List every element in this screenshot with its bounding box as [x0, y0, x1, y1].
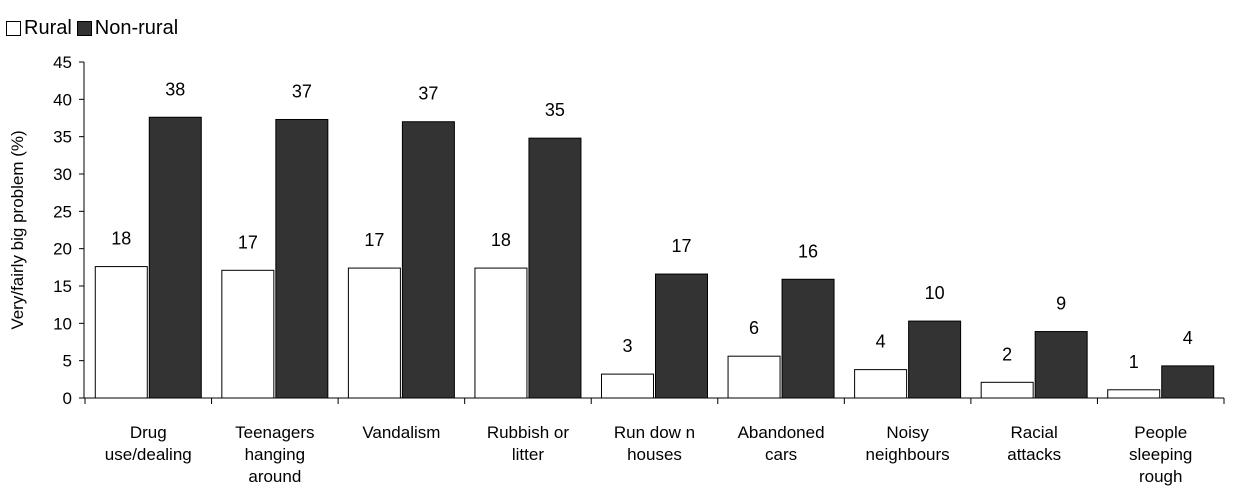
y-tick-label: 45: [53, 53, 72, 72]
x-tick-label-line: People: [1134, 423, 1187, 442]
legend-label-rural: Rural: [24, 16, 72, 39]
legend-swatch-rural: [6, 20, 21, 36]
y-tick-label: 5: [63, 352, 72, 371]
y-tick-label: 10: [53, 314, 72, 333]
data-label-nonrural: 38: [165, 79, 185, 99]
data-label-nonrural: 37: [418, 84, 438, 104]
data-label-nonrural: 35: [545, 100, 565, 120]
data-label-rural: 18: [491, 230, 511, 250]
bar-rural: [347, 267, 401, 399]
legend-swatch-nonrural: [76, 20, 92, 36]
bar-rural: [601, 373, 654, 399]
legend-item-nonrural: Non-rural: [76, 16, 179, 40]
y-tick-label: 35: [53, 128, 72, 147]
y-tick-label: 20: [53, 240, 72, 259]
data-label-rural: 2: [1002, 344, 1012, 364]
bar-nonrural: [401, 121, 455, 399]
data-label-rural: 1: [1129, 352, 1139, 372]
data-label-nonrural: 4: [1183, 328, 1193, 348]
y-tick-label: 25: [53, 202, 72, 221]
x-tick-label: Run dow n houses: [614, 423, 695, 464]
bar-rural: [221, 269, 275, 399]
bar-nonrural: [148, 116, 202, 399]
bar-nonrural: [781, 278, 835, 399]
x-tick-label-line: Run dow n: [614, 423, 695, 442]
x-tick-label-line: sleeping: [1129, 445, 1192, 464]
x-tick-label-line: hanging: [245, 445, 306, 464]
y-axis-title: Very/fairly big problem (%): [8, 130, 27, 329]
data-label-rural: 4: [876, 332, 886, 352]
chart-legend: Rural Non-rural: [6, 15, 180, 41]
x-tick-label: Teenagers hanging around: [235, 423, 314, 486]
data-label-rural: 3: [622, 336, 632, 356]
y-tick-label: 40: [53, 90, 72, 109]
x-tick-label-line: neighbours: [866, 445, 950, 464]
x-tick-label-line: Abandoned: [738, 423, 825, 442]
x-tick-label-line: Vandalism: [362, 423, 440, 442]
legend-label-nonrural: Non-rural: [94, 16, 179, 39]
x-tick-label-line: litter: [512, 445, 544, 464]
x-tick-label-line: Rubbish or: [487, 423, 570, 442]
data-label-nonrural: 37: [292, 81, 312, 101]
bar-rural: [727, 355, 781, 399]
y-tick-label: 30: [53, 165, 72, 184]
x-tick-label: Racial attacks: [1007, 423, 1061, 464]
data-label-rural: 17: [238, 232, 258, 252]
x-tick-label-line: Teenagers: [235, 423, 314, 442]
bar-rural: [854, 369, 908, 399]
bar-rural: [1107, 389, 1161, 399]
y-tick-label: 15: [53, 277, 72, 296]
data-label-nonrural: 10: [925, 283, 945, 303]
bar-nonrural: [528, 137, 582, 399]
data-label-nonrural: 16: [798, 241, 818, 261]
bar-rural: [94, 266, 148, 399]
x-tick-label-line: rough: [1139, 467, 1182, 486]
bar-rural: [474, 267, 528, 399]
bar-nonrural: [1034, 331, 1088, 399]
bar-nonrural: [275, 118, 329, 399]
data-label-rural: 17: [364, 230, 384, 250]
x-tick-label: Drug use/dealing: [105, 423, 192, 464]
x-tick-label: Abandoned cars: [738, 423, 825, 464]
x-tick-label-line: Racial: [1011, 423, 1058, 442]
x-tick-label-line: around: [248, 467, 301, 486]
x-tick-label-line: use/dealing: [105, 445, 192, 464]
bar-rural: [980, 381, 1034, 399]
data-label-rural: 6: [749, 318, 759, 338]
data-label-rural: 18: [111, 229, 131, 249]
x-tick-label: Noisy neighbours: [866, 423, 950, 464]
data-label-nonrural: 9: [1056, 294, 1066, 314]
x-tick-label: Vandalism: [362, 423, 440, 442]
bar-nonrural: [1161, 365, 1215, 399]
legend-item-rural: Rural: [6, 17, 72, 40]
bar-nonrural: [908, 320, 962, 399]
x-tick-label: Rubbish or litter: [487, 423, 570, 464]
data-label-nonrural: 17: [671, 236, 691, 256]
x-tick-label-line: cars: [765, 445, 797, 464]
bar-nonrural: [655, 273, 708, 399]
y-tick-label: 0: [63, 389, 72, 408]
x-tick-label-line: houses: [627, 445, 682, 464]
x-tick-label-line: Drug: [130, 423, 167, 442]
x-tick-label: People sleeping rough: [1129, 423, 1192, 486]
x-tick-label-line: attacks: [1007, 445, 1061, 464]
x-tick-label-line: Noisy: [886, 423, 929, 442]
